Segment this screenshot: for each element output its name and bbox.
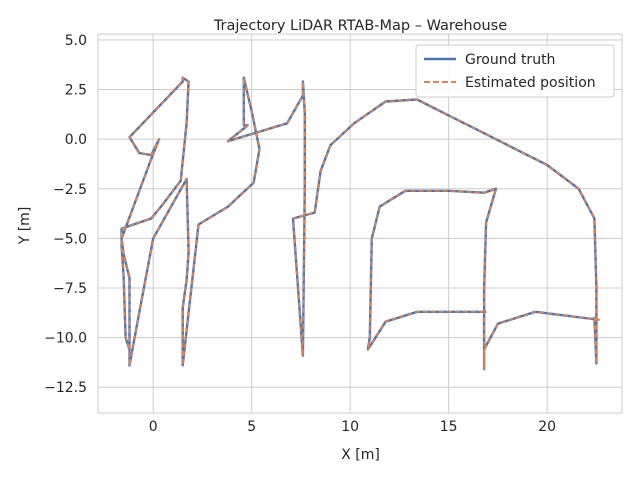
legend-label-ground-truth: Ground truth — [465, 52, 555, 68]
y-tick-label: −5.0 — [53, 231, 87, 247]
y-tick-label: −10.0 — [44, 331, 87, 347]
x-tick-label: 20 — [538, 419, 556, 435]
y-tick-label: −7.5 — [53, 281, 87, 297]
y-tick-label: −2.5 — [53, 182, 87, 198]
x-axis-label: X [m] — [341, 447, 380, 463]
series-line-estimated-position — [120, 76, 600, 371]
legend-box — [415, 44, 615, 98]
legend: Ground truth Estimated position — [415, 44, 615, 98]
y-tick-label: −12.5 — [44, 380, 87, 396]
x-tick-label: 15 — [440, 419, 458, 435]
plot-area — [97, 33, 623, 414]
chart-title: Trajectory LiDAR RTAB-Map – Warehouse — [213, 18, 507, 34]
x-tick-label: 10 — [341, 419, 359, 435]
x-tick-label: 0 — [149, 419, 158, 435]
y-tick-label: 2.5 — [65, 83, 87, 99]
y-tick-label: 0.0 — [65, 132, 87, 148]
y-axis-label: Y [m] — [17, 207, 33, 246]
tick-labels: 0 5 10 15 20 5.0 2.5 0.0 −2.5 −5.0 −7.5 −10.0 −12.5 — [44, 33, 556, 435]
x-tick-label: 5 — [247, 419, 256, 435]
legend-label-estimated-position: Estimated position — [465, 75, 596, 91]
y-tick-label: 5.0 — [65, 33, 87, 49]
series-layer — [120, 76, 600, 371]
